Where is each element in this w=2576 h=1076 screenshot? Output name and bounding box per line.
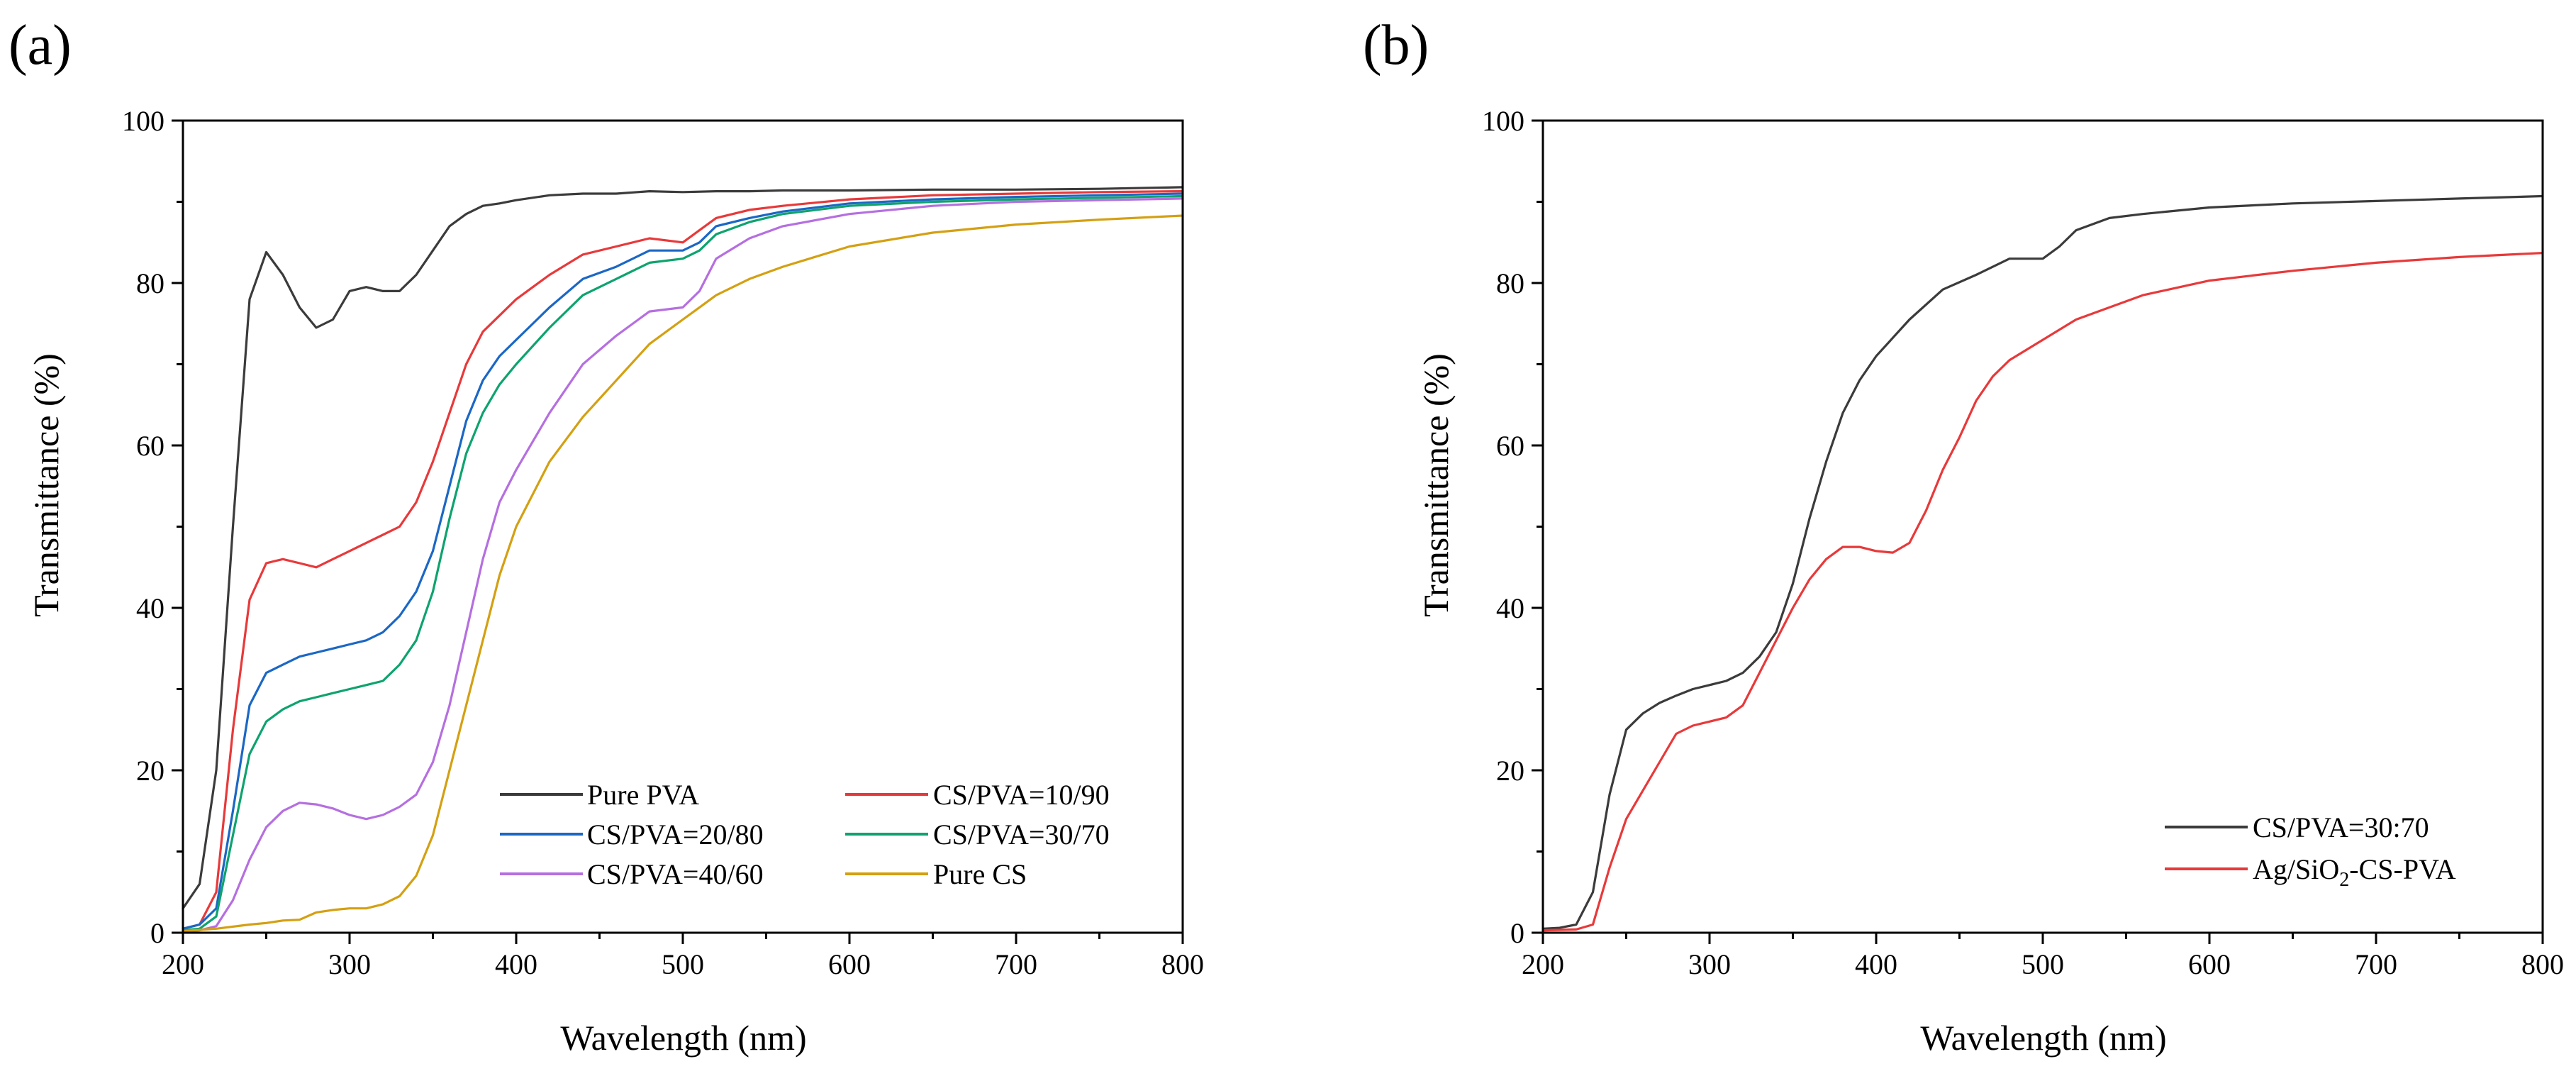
- x-tick-label-300-b: 300: [1688, 948, 1731, 980]
- x-tick-label-400-a: 400: [495, 948, 537, 980]
- legend-item-cs-pva-40-60: CS/PVA=40/60: [500, 858, 764, 890]
- series-line-ag-sio2-cs-pva-b: [1541, 252, 2544, 932]
- y-tick-label-40-a: 40: [136, 592, 165, 624]
- legend-item-cs-pva-30-70: CS/PVA=30/70: [845, 819, 1110, 850]
- legend-label-cs-pva-30-70: CS/PVA=30/70: [933, 819, 1110, 850]
- chart-panel-b: (b) Transmittance (%) Wavelength (nm) 20…: [1363, 14, 2564, 1058]
- y-tick-label-100-b: 100: [1482, 105, 1524, 137]
- x-ticks-a: 200 300 400 500 600 700 800: [162, 933, 1204, 980]
- legend-label-pure-pva: Pure PVA: [587, 779, 699, 811]
- series-line-pure-cs-a: [182, 214, 1184, 933]
- legend-item-pure-cs: Pure CS: [845, 858, 1027, 890]
- y-tick-label-0-a: 0: [150, 917, 165, 949]
- legend-label-cs-pva-40-60: CS/PVA=40/60: [587, 858, 764, 890]
- legend-item-cs-pva-20-80: CS/PVA=20/80: [500, 819, 764, 850]
- legend-label-ag-sio2-cs-pva: Ag/SiO2-CS-PVA: [2253, 853, 2456, 891]
- x-tick-label-700-a: 700: [995, 948, 1037, 980]
- x-tick-label-800-b: 800: [2521, 948, 2564, 980]
- series-line-pure-pva-a: [182, 186, 1184, 910]
- x-tick-label-700-b: 700: [2355, 948, 2397, 980]
- x-tick-label-200-a: 200: [162, 948, 204, 980]
- legend-label-cs-pva-10-90: CS/PVA=10/90: [933, 779, 1110, 811]
- legend-item-cs-pva-30-70-b: CS/PVA=30:70: [2165, 811, 2429, 843]
- legend-label-cs-pva-20-80: CS/PVA=20/80: [587, 819, 764, 850]
- x-axis-title-a: Wavelength (nm): [560, 1018, 806, 1058]
- x-ticks-b: 200 300 400 500 600 700 800: [1522, 933, 2564, 980]
- y-tick-label-100-a: 100: [122, 105, 165, 137]
- legend-label-pure-cs: Pure CS: [933, 858, 1027, 890]
- x-tick-label-800-a: 800: [1161, 948, 1204, 980]
- y-tick-label-40-b: 40: [1496, 592, 1524, 624]
- y-ticks-a: 0 20 40 60 80 100: [122, 105, 183, 949]
- y-axis-title-b: Transmittance (%): [1416, 353, 1456, 617]
- legend-item-cs-pva-10-90: CS/PVA=10/90: [845, 779, 1110, 811]
- y-tick-label-60-a: 60: [136, 430, 165, 462]
- y-tick-label-20-b: 20: [1496, 755, 1524, 787]
- series-layer-a: [182, 186, 1184, 933]
- series-line-cs-pva-10-90-a: [182, 190, 1184, 930]
- y-tick-label-80-b: 80: [1496, 267, 1524, 299]
- chart-panel-a: (a) Transmittance (%) Wavelength (nm) 20…: [9, 14, 1204, 1058]
- legend-b: CS/PVA=30:70 Ag/SiO2-CS-PVA: [2165, 811, 2456, 891]
- y-tick-label-80-a: 80: [136, 267, 165, 299]
- x-tick-label-600-a: 600: [828, 948, 871, 980]
- panel-label-a: (a): [9, 14, 72, 77]
- x-axis-title-b: Wavelength (nm): [1920, 1018, 2166, 1058]
- plot-frame-b: [1541, 119, 2544, 934]
- x-tick-label-500-b: 500: [2022, 948, 2064, 980]
- x-tick-label-300-a: 300: [328, 948, 371, 980]
- series-line-cs-pva-20-80-a: [182, 192, 1184, 930]
- panel-label-b: (b): [1363, 14, 1429, 77]
- legend-item-pure-pva: Pure PVA: [500, 779, 699, 811]
- plot-frame-a: [182, 119, 1184, 934]
- x-tick-label-400-b: 400: [1855, 948, 1897, 980]
- legend-a: Pure PVA CS/PVA=10/90 CS/PVA=20/80 CS/PV…: [500, 779, 1110, 890]
- y-tick-label-20-a: 20: [136, 755, 165, 787]
- series-line-cs-pva-30-70-a: [182, 194, 1184, 932]
- y-tick-label-0-b: 0: [1510, 917, 1524, 949]
- y-ticks-b: 0 20 40 60 80 100: [1482, 105, 1543, 949]
- series-line-cs-pva-30-70-b: [1541, 194, 2544, 930]
- series-line-cs-pva-40-60-a: [182, 197, 1184, 933]
- y-axis-title-a: Transmittance (%): [26, 353, 66, 617]
- y-tick-label-60-b: 60: [1496, 430, 1524, 462]
- series-layer-b: [1541, 194, 2544, 932]
- x-tick-label-200-b: 200: [1522, 948, 1564, 980]
- legend-label-subscript: 2: [2339, 869, 2349, 891]
- x-tick-label-500-a: 500: [662, 948, 704, 980]
- legend-label-cs-pva-30-70-b: CS/PVA=30:70: [2253, 811, 2429, 843]
- legend-item-ag-sio2-cs-pva: Ag/SiO2-CS-PVA: [2165, 853, 2456, 891]
- x-tick-label-600-b: 600: [2188, 948, 2231, 980]
